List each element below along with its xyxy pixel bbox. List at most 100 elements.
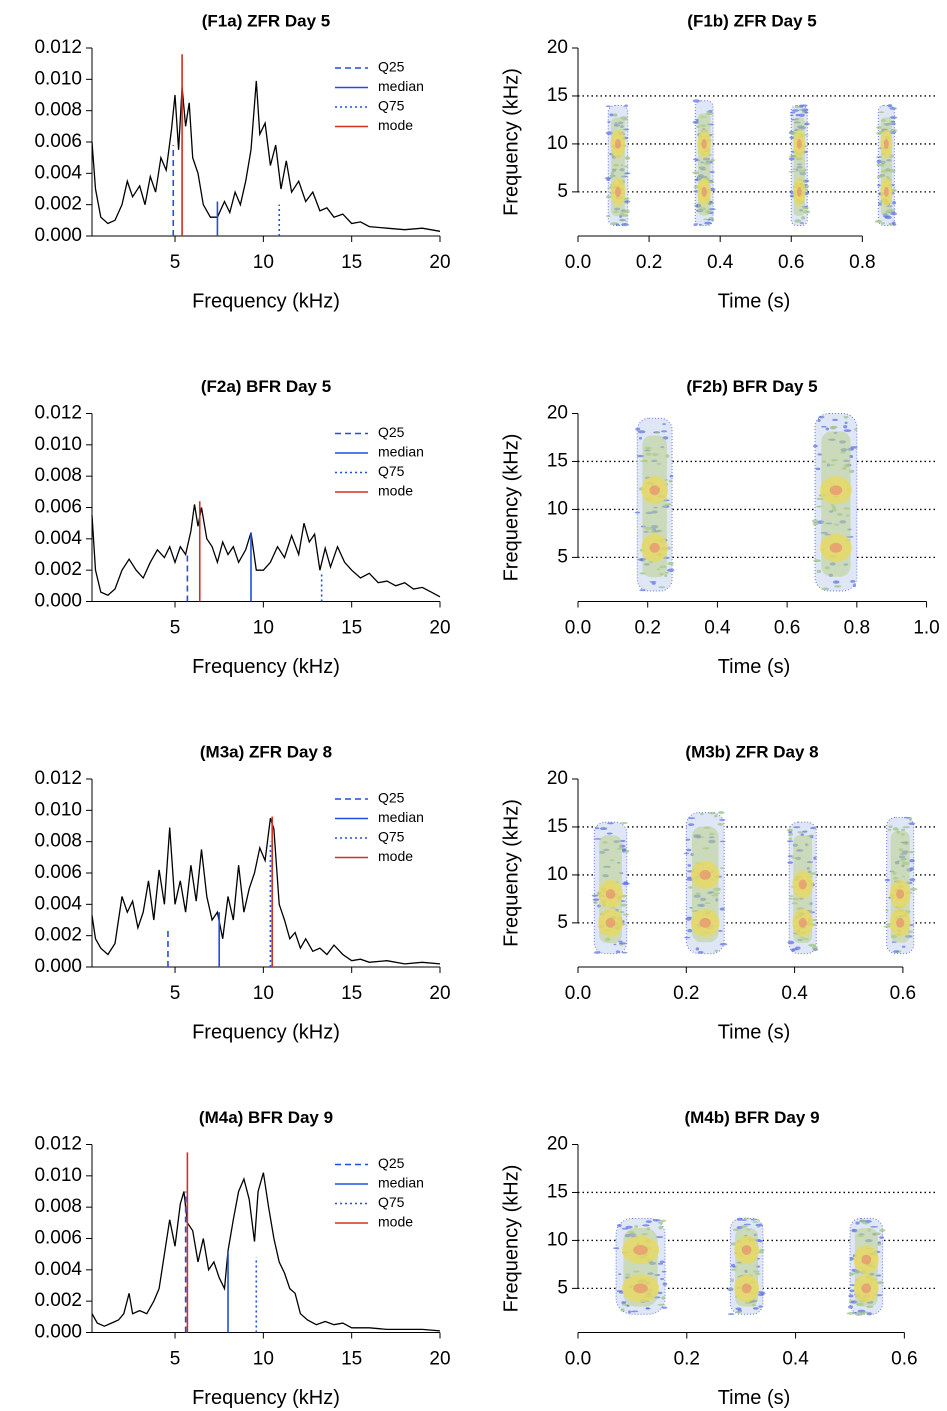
legend-label: Q75	[378, 1194, 405, 1210]
x-tick-label: 15	[341, 1349, 362, 1370]
x-tick-label: 5	[170, 983, 181, 1004]
legend-label: Q25	[378, 1155, 405, 1171]
speckle	[892, 827, 899, 831]
speckle	[660, 1219, 667, 1222]
x-tick-label: 0.0	[565, 618, 591, 639]
chart-title: (M4b) BFR Day 9	[684, 1108, 819, 1127]
speckle	[719, 907, 725, 911]
speckle	[615, 950, 620, 953]
speckle	[593, 900, 598, 905]
speckle	[876, 126, 882, 130]
speckle	[605, 214, 611, 217]
speckle	[620, 903, 628, 907]
spectrum-line	[91, 1172, 441, 1332]
speckle	[804, 111, 809, 114]
speckle	[731, 1268, 737, 1271]
speckle	[788, 157, 796, 161]
speckle	[594, 827, 600, 830]
speckle	[634, 1225, 639, 1228]
y-tick-label: 15	[547, 1181, 568, 1202]
legend-label: median	[378, 78, 424, 94]
speckle	[618, 1273, 622, 1275]
energy-hot	[829, 485, 843, 496]
energy-hot	[798, 917, 807, 928]
speckle	[605, 105, 611, 108]
speckle	[697, 951, 704, 954]
speckle	[843, 415, 849, 419]
speckle	[885, 908, 889, 912]
energy-hot	[633, 1283, 648, 1294]
panel: (M4b) BFR Day 9 Time (s) Frequency (kHz) 5 1…	[500, 1108, 937, 1409]
speckle	[645, 1220, 652, 1223]
speckle	[813, 856, 817, 860]
x-axis-title: Frequency (kHz)	[192, 656, 340, 678]
speckle	[876, 1280, 884, 1285]
x-axis-title: Time (s)	[718, 1021, 791, 1043]
speckle	[804, 122, 810, 126]
legend-label: Q25	[378, 59, 405, 75]
y-tick-label: 0.008	[34, 1196, 82, 1217]
x-tick-label: 15	[341, 618, 362, 639]
speckle	[658, 586, 666, 589]
speckle	[879, 1229, 886, 1232]
speckle	[651, 582, 656, 585]
y-tick-label: 0.008	[34, 465, 82, 486]
chart-title: (F1a) ZFR Day 5	[202, 11, 330, 30]
speckle	[621, 951, 628, 954]
chart-title: (M4a) BFR Day 9	[199, 1108, 333, 1127]
y-axis-title: Frequency (kHz)	[500, 434, 522, 582]
y-tick-label: 0.004	[34, 1259, 82, 1280]
speckle	[833, 585, 842, 588]
legend-label: Q75	[378, 463, 405, 479]
speckle	[591, 894, 599, 897]
x-tick-label: 0.2	[673, 983, 699, 1004]
speckle	[909, 867, 914, 870]
y-tick-label: 0.010	[34, 799, 82, 820]
speckle	[877, 183, 881, 187]
speckle	[714, 949, 719, 952]
speckle	[739, 1225, 748, 1229]
speckle	[787, 940, 795, 945]
energy-hot	[798, 879, 807, 890]
speckle	[720, 867, 724, 869]
y-tick-label: 20	[547, 403, 568, 424]
speckle	[798, 113, 805, 117]
x-tick-label: 10	[253, 252, 274, 273]
speckle	[808, 943, 817, 947]
x-tick-label: 20	[429, 983, 450, 1004]
y-tick-label: 5	[557, 181, 568, 202]
speckle	[786, 828, 794, 832]
speckle	[667, 562, 674, 565]
speckle	[821, 425, 827, 428]
speckle	[624, 165, 629, 168]
x-tick-label: 20	[429, 1349, 450, 1370]
speckle	[850, 1272, 856, 1275]
speckle	[811, 919, 818, 922]
y-tick-label: 10	[547, 133, 568, 154]
speckle	[877, 1243, 882, 1246]
y-tick-label: 0.012	[34, 1134, 82, 1155]
energy-hot	[605, 917, 616, 928]
x-tick-label: 0.6	[891, 1349, 917, 1370]
panel: (F1a) ZFR Day 5 Frequency (kHz) 0.000 0.002…	[34, 11, 450, 312]
speckle	[889, 107, 897, 110]
chart-title: (M3b) ZFR Day 8	[685, 742, 818, 761]
speckle	[692, 171, 700, 175]
x-tick-label: 0.4	[707, 252, 734, 273]
speckle	[786, 840, 794, 843]
speckle	[815, 467, 821, 471]
panel: (M4a) BFR Day 9 Frequency (kHz) 0.000 0.002…	[34, 1108, 450, 1409]
speckle	[620, 821, 628, 825]
energy-hot	[741, 1283, 752, 1294]
speckle	[880, 222, 885, 225]
panel: (M3b) ZFR Day 8 Time (s) Frequency (kHz) 5 1…	[500, 742, 937, 1043]
speckle	[832, 418, 839, 422]
y-tick-label: 0.004	[34, 893, 82, 914]
x-tick-label: 0.2	[634, 618, 660, 639]
speckle	[893, 950, 900, 953]
speckle	[706, 110, 711, 113]
speckle	[816, 505, 823, 508]
y-tick-label: 20	[547, 37, 568, 58]
y-tick-label: 0.000	[34, 225, 82, 246]
x-tick-label: 0.0	[565, 983, 591, 1004]
